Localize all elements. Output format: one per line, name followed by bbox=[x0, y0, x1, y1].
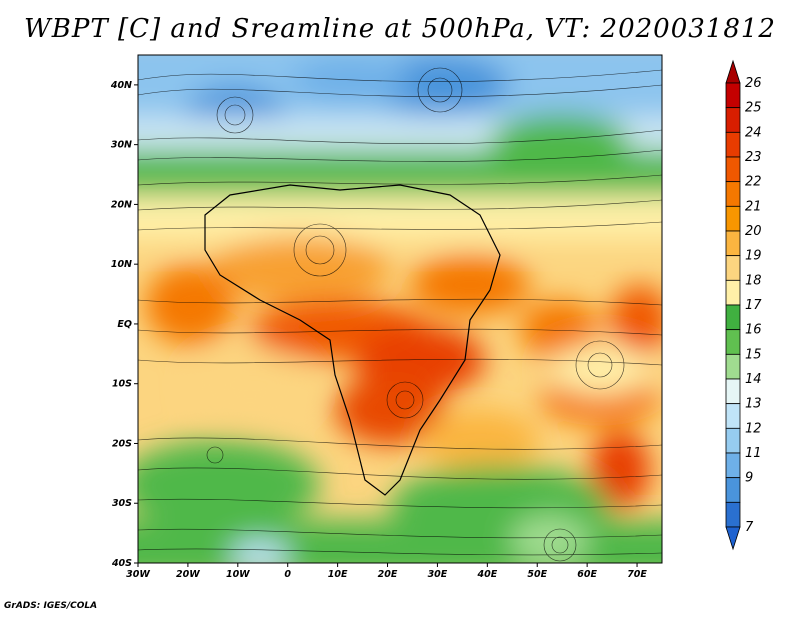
colorbar-swatch bbox=[725, 131, 741, 158]
colorbar-swatch bbox=[725, 181, 741, 207]
colorbar-label: 14 bbox=[745, 372, 762, 387]
colorbar-label: 12 bbox=[745, 421, 762, 436]
colorbar-swatch bbox=[725, 107, 741, 133]
grads-credit: GrADS: IGES/COLA bbox=[4, 601, 98, 611]
colorbar-label: 23 bbox=[745, 150, 762, 165]
lon-tick-label: 20W bbox=[176, 569, 200, 580]
colorbar-swatch bbox=[725, 304, 741, 331]
colorbar-min-arrow bbox=[725, 526, 741, 551]
lon-tick-label: 30W bbox=[126, 569, 150, 580]
lon-tick-label: 60E bbox=[577, 569, 597, 580]
map-title: WBPT [C] and Sreamline at 500hPa, VT: 20… bbox=[24, 14, 776, 44]
colorbar-label: 25 bbox=[745, 101, 762, 116]
colorbar-swatch bbox=[725, 329, 741, 355]
colorbar-label: 9 bbox=[745, 471, 753, 486]
colorbar-swatch bbox=[725, 501, 741, 528]
colorbar-swatch bbox=[725, 255, 741, 281]
colorbar-swatch bbox=[725, 378, 741, 405]
lat-tick-label: 30N bbox=[111, 140, 132, 151]
colorbar-label: 22 bbox=[745, 175, 762, 190]
colorbar-label: 7 bbox=[745, 520, 754, 535]
lon-tick-label: 10W bbox=[226, 569, 250, 580]
colorbar-label: 13 bbox=[745, 397, 762, 412]
colorbar-label: 19 bbox=[745, 249, 762, 264]
lon-tick-label: 20E bbox=[378, 569, 398, 580]
colorbar-swatch bbox=[725, 427, 741, 454]
colorbar-label: 26 bbox=[745, 76, 762, 91]
colorbar-swatch bbox=[725, 156, 741, 183]
colorbar-swatch bbox=[725, 82, 741, 109]
lon-tick-label: 10E bbox=[328, 569, 348, 580]
lat-tick-label: 10N bbox=[111, 259, 132, 270]
colorbar-label: 17 bbox=[745, 298, 762, 313]
colorbar-swatch bbox=[725, 477, 741, 503]
wbpt-field bbox=[138, 55, 662, 563]
colorbar-label: 16 bbox=[745, 323, 762, 338]
map-frame bbox=[137, 54, 663, 564]
colorbar-label: 20 bbox=[745, 224, 762, 239]
colorbar-swatch bbox=[725, 353, 741, 380]
lat-tick-label: EQ bbox=[117, 319, 132, 330]
lat-tick-label: 40N bbox=[110, 80, 132, 91]
lon-tick-label: 50E bbox=[527, 569, 547, 580]
colorbar-swatch bbox=[725, 403, 741, 429]
map-axes: 30W 20W 10W 0 10E 20E 30E 40E 50E 60E 70E 40N 30N 20N… bbox=[110, 80, 648, 580]
lat-tick-label: 20S bbox=[112, 438, 132, 449]
colorbar-swatch bbox=[725, 205, 741, 232]
lat-tick-label: 30S bbox=[112, 498, 132, 509]
lon-tick-label: 40E bbox=[476, 569, 497, 580]
lat-tick-label: 20N bbox=[111, 199, 132, 210]
colorbar-label: 21 bbox=[745, 199, 762, 214]
lon-tick-label: 30E bbox=[428, 569, 448, 580]
colorbar-label: 24 bbox=[745, 125, 762, 140]
colorbar-label: 11 bbox=[745, 446, 762, 461]
lon-tick-label: 70E bbox=[627, 569, 647, 580]
colorbar-swatch bbox=[725, 279, 741, 306]
colorbar-label: 15 bbox=[745, 347, 762, 362]
colorbar-max-arrow bbox=[725, 59, 741, 84]
colorbar-swatch bbox=[725, 452, 741, 479]
colorbar: 26 25 24 23 22 21 20 19 18 17 16 15 14 13 12 11 9 7 bbox=[725, 59, 762, 551]
lon-tick-label: 0 bbox=[284, 569, 291, 580]
lat-tick-label: 10S bbox=[112, 379, 132, 390]
lat-tick-label: 40S bbox=[111, 558, 132, 569]
colorbar-label: 18 bbox=[745, 273, 762, 288]
colorbar-swatch bbox=[725, 230, 741, 257]
